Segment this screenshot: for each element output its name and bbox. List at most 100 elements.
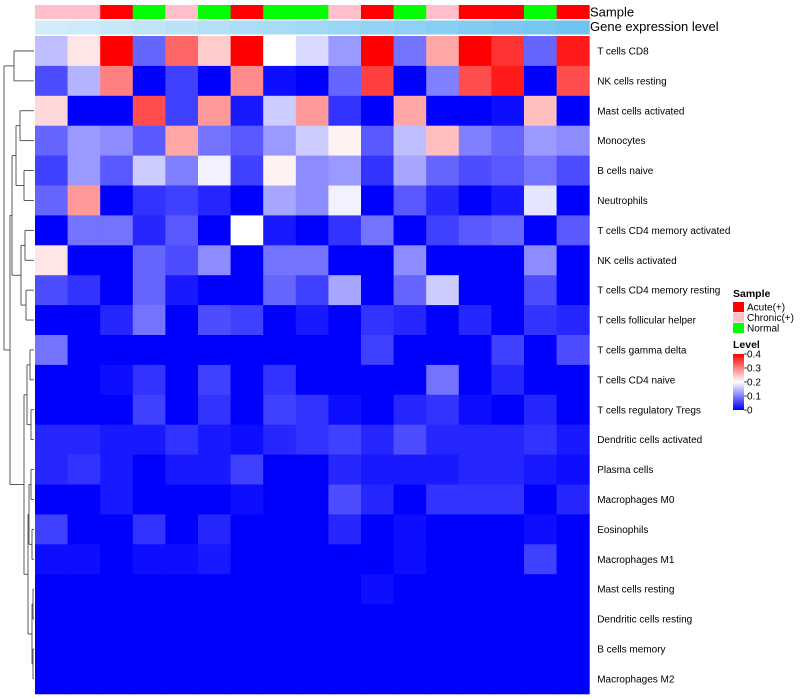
heatmap-cell — [556, 364, 590, 396]
heatmap-cell — [458, 604, 492, 635]
heatmap-cell — [458, 245, 492, 276]
heatmap-cells — [35, 36, 590, 695]
heatmap-cell — [35, 544, 69, 575]
heatmap-cell — [491, 275, 525, 306]
heatmap-cell — [328, 305, 362, 336]
heatmap-cell — [132, 663, 166, 695]
heatmap-cell — [198, 663, 232, 695]
heatmap-cell — [524, 604, 558, 635]
expression-annotation-cell — [458, 20, 492, 35]
heatmap-cell — [556, 394, 590, 426]
heatmap-cell — [165, 574, 199, 605]
heatmap-cell — [295, 305, 329, 336]
heatmap-cell — [295, 364, 329, 396]
heatmap-cell — [361, 634, 395, 665]
sample-annotation-cell — [393, 5, 427, 19]
heatmap-cell — [426, 215, 460, 246]
expression-annotation-bar — [35, 20, 590, 35]
heatmap-cell — [328, 454, 362, 485]
sample-annotation-cell — [67, 5, 101, 19]
heatmap-cell — [361, 185, 395, 216]
heatmap-cell — [198, 424, 232, 456]
heatmap-cell — [67, 514, 101, 545]
heatmap-cell — [295, 245, 329, 276]
heatmap-cell — [295, 185, 329, 216]
heatmap-cell — [100, 155, 134, 186]
heatmap-cell — [491, 95, 525, 127]
heatmap-cell — [393, 544, 427, 575]
heatmap-cell — [67, 215, 101, 246]
heatmap-cell — [67, 454, 101, 485]
heatmap-cell — [491, 394, 525, 426]
expression-annotation-cell — [198, 20, 232, 35]
heatmap-cell — [426, 65, 460, 97]
heatmap-cell — [393, 335, 427, 366]
heatmap-cell — [165, 275, 199, 306]
heatmap-cell — [361, 65, 395, 97]
heatmap-cell — [524, 125, 558, 157]
heatmap-cell — [328, 335, 362, 366]
heatmap-cell — [263, 544, 297, 575]
heatmap-cell — [198, 36, 232, 67]
row-label: T cells gamma delta — [597, 345, 687, 356]
heatmap-cell — [132, 394, 166, 426]
heatmap-cell — [328, 185, 362, 216]
heatmap-cell — [35, 424, 69, 456]
heatmap-cell — [295, 65, 329, 97]
heatmap-cell — [458, 305, 492, 336]
row-label: T cells CD4 memory resting — [597, 286, 720, 297]
row-label: Dendritic cells resting — [597, 615, 692, 626]
heatmap-cell — [491, 454, 525, 485]
heatmap-cell — [361, 574, 395, 605]
legend-tick-label: 0.4 — [747, 350, 761, 361]
heatmap-cell — [393, 125, 427, 157]
heatmap-cell — [295, 663, 329, 695]
heatmap-cell — [263, 364, 297, 396]
heatmap-cell — [67, 185, 101, 216]
heatmap-cell — [165, 364, 199, 396]
expression-annotation-cell — [100, 20, 134, 35]
heatmap-cell — [556, 125, 590, 157]
row-label: T cells regulatory Tregs — [597, 405, 701, 416]
heatmap-cell — [328, 155, 362, 186]
heatmap-cell — [426, 95, 460, 127]
heatmap-cell — [165, 65, 199, 97]
expression-annotation-cell — [132, 20, 166, 35]
heatmap-cell — [263, 305, 297, 336]
heatmap-cell — [198, 275, 232, 306]
heatmap-cell — [295, 544, 329, 575]
heatmap-cell — [361, 245, 395, 276]
sample-annotation-cell — [35, 5, 69, 19]
heatmap-cell — [35, 245, 69, 276]
heatmap-cell — [524, 394, 558, 426]
heatmap-cell — [556, 275, 590, 306]
heatmap-cell — [328, 394, 362, 426]
heatmap-cell — [491, 185, 525, 216]
legend-tick-label: 0.3 — [747, 364, 761, 375]
heatmap-cell — [361, 95, 395, 127]
heatmap-cell — [328, 275, 362, 306]
heatmap-cell — [230, 335, 264, 366]
heatmap-cell — [132, 604, 166, 635]
heatmap-cell — [230, 454, 264, 485]
heatmap-cell — [458, 424, 492, 456]
heatmap-cell — [165, 95, 199, 127]
heatmap-cell — [328, 574, 362, 605]
heatmap-cell — [100, 574, 134, 605]
legend-entry-label: Normal — [747, 324, 779, 335]
expression-annotation-cell — [361, 20, 395, 35]
heatmap-cell — [328, 65, 362, 97]
heatmap-cell — [35, 275, 69, 306]
heatmap-cell — [393, 245, 427, 276]
heatmap-cell — [100, 454, 134, 485]
row-label: NK cells resting — [597, 76, 666, 87]
heatmap-cell — [165, 544, 199, 575]
heatmap-cell — [67, 245, 101, 276]
heatmap-cell — [361, 454, 395, 485]
heatmap-cell — [165, 484, 199, 515]
heatmap-cell — [198, 604, 232, 635]
heatmap-cell — [198, 335, 232, 366]
heatmap-cell — [35, 155, 69, 186]
heatmap-cell — [132, 65, 166, 97]
